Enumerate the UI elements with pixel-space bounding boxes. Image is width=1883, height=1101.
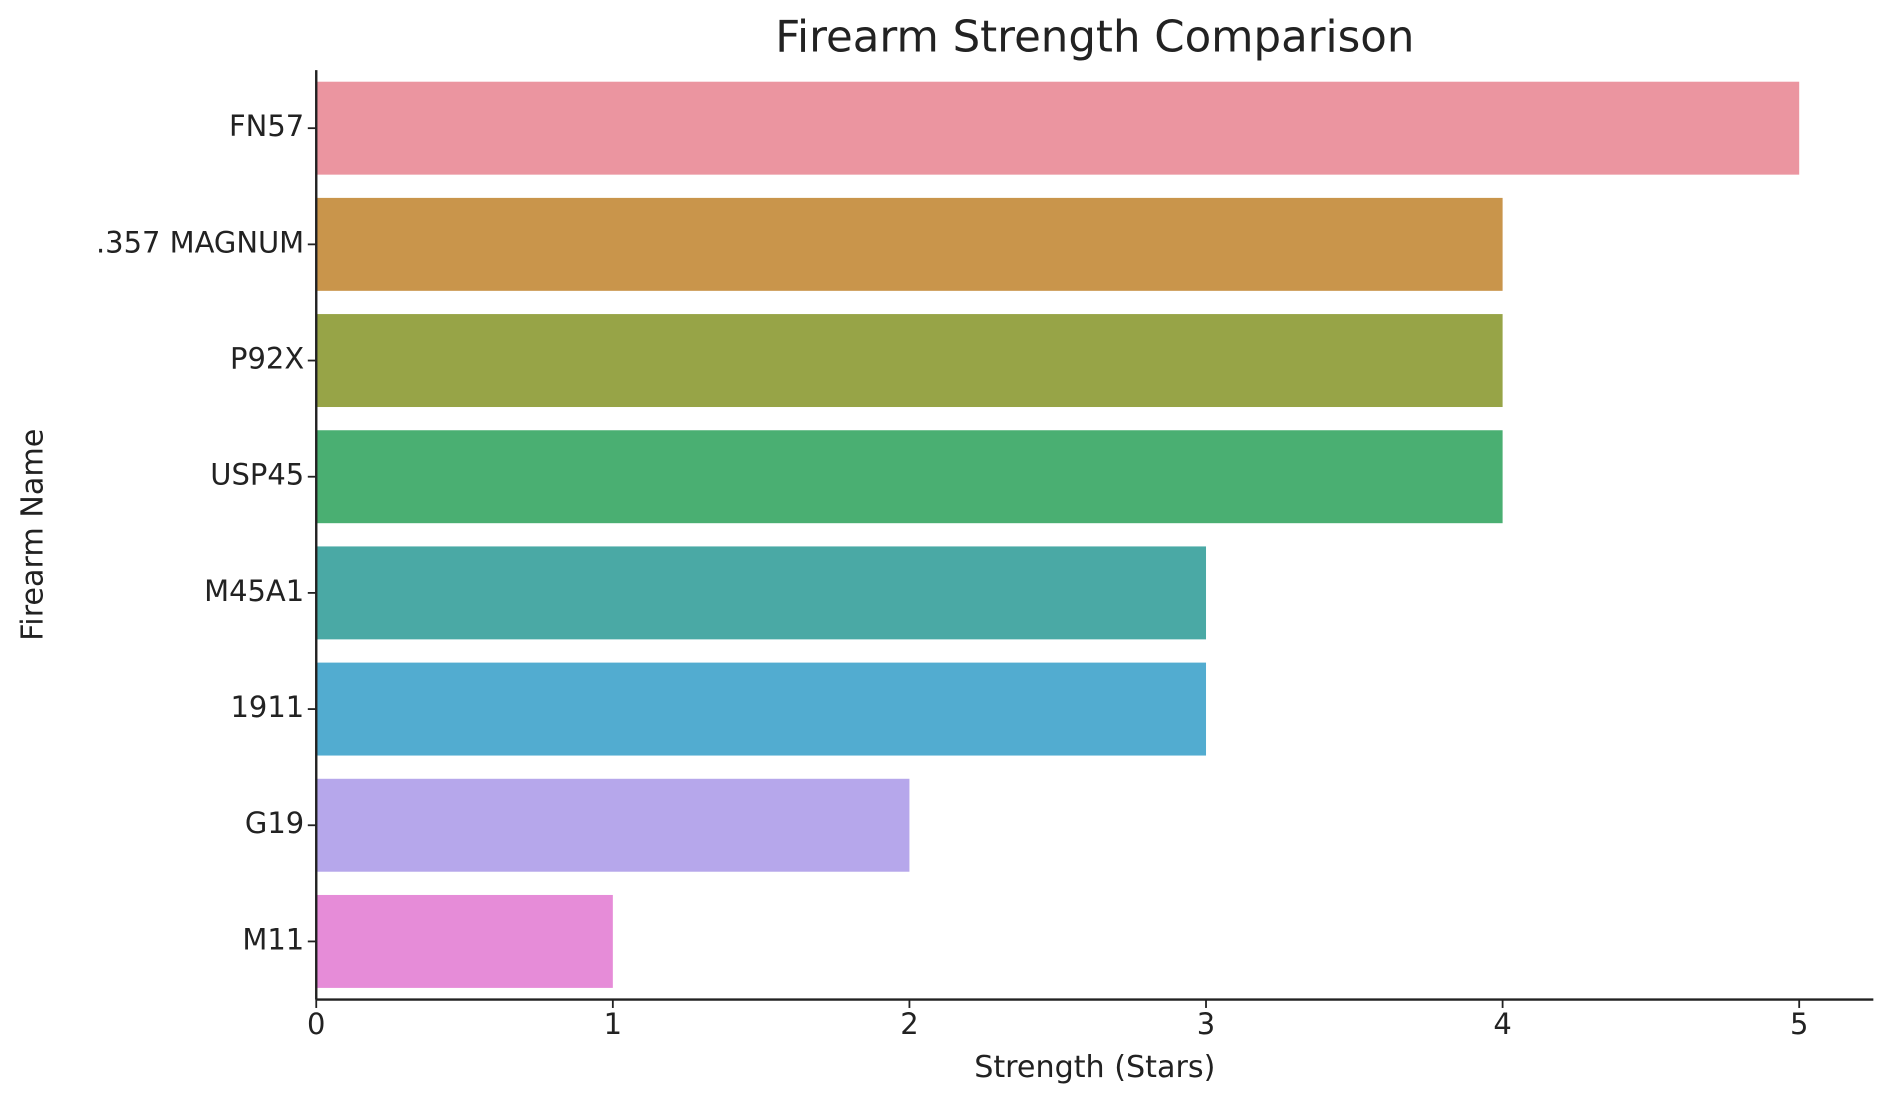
x-axis-label: Strength (Stars): [974, 1050, 1215, 1085]
y-tick-label: .357 MAGNUM: [96, 225, 304, 259]
x-tick-label: 3: [1197, 1007, 1215, 1041]
x-tick-label: 0: [307, 1007, 325, 1041]
x-tick-label: 5: [1790, 1007, 1808, 1041]
y-tick-label: FN57: [229, 109, 304, 143]
y-tick-label: M45A1: [204, 574, 304, 608]
bar: [316, 197, 1503, 291]
chart-title: Firearm Strength Comparison: [775, 12, 1414, 62]
bar: [316, 81, 1800, 175]
x-tick-label: 4: [1493, 1007, 1511, 1041]
y-tick-label: P92X: [230, 342, 304, 376]
bar: [316, 430, 1503, 524]
bar: [316, 314, 1503, 408]
y-tick-label: USP45: [210, 458, 304, 492]
x-tick-label: 1: [604, 1007, 622, 1041]
bar: [316, 662, 1207, 756]
y-tick-label: M11: [242, 922, 304, 956]
y-tick-label: 1911: [230, 690, 304, 724]
bar: [316, 894, 613, 988]
x-tick-label: 2: [900, 1007, 918, 1041]
y-tick-label: G19: [245, 806, 304, 840]
bar: [316, 778, 910, 872]
bar: [316, 546, 1207, 640]
y-axis-label: Firearm Name: [15, 429, 50, 641]
